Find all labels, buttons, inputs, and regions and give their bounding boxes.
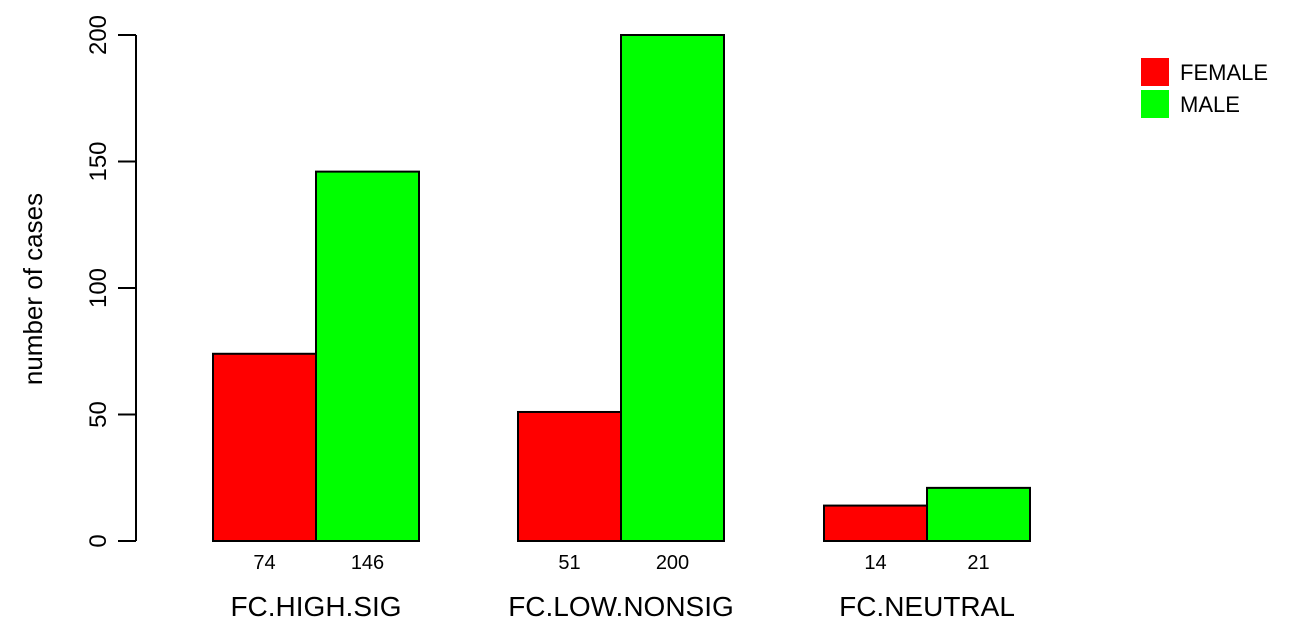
bar-male-0: [315, 170, 420, 542]
category-label: FC.NEUTRAL: [839, 591, 1015, 622]
bar-value-label: 21: [967, 552, 989, 574]
bars: [212, 34, 1031, 542]
y-tick-label: 0: [85, 534, 112, 547]
y-axis: 0 50 100 150 200: [85, 15, 137, 548]
legend-label-female: FEMALE: [1180, 60, 1268, 85]
y-tick-label: 100: [85, 268, 112, 308]
bar-male-1: [620, 34, 725, 542]
bar-value-label: 51: [558, 552, 580, 574]
legend-label-male: MALE: [1180, 92, 1240, 117]
category-label: FC.LOW.NONSIG: [508, 591, 734, 622]
legend-swatch-male: [1141, 90, 1169, 118]
bar-female-2: [823, 504, 928, 542]
category-labels: FC.HIGH.SIG FC.LOW.NONSIG FC.NEUTRAL: [230, 591, 1014, 622]
bar-male-2: [926, 486, 1031, 542]
category-label: FC.HIGH.SIG: [230, 591, 401, 622]
bar-value-label: 146: [351, 552, 384, 574]
bar-value-label: 14: [864, 552, 886, 574]
bar-value-label: 74: [253, 552, 275, 574]
y-tick-label: 200: [85, 15, 112, 55]
y-axis-label: number of cases: [18, 193, 48, 385]
bar-value-labels: 74 146 51 200 14 21: [253, 552, 989, 574]
legend-swatch-female: [1141, 58, 1169, 86]
bar-female-0: [212, 352, 317, 542]
legend: FEMALE MALE: [1141, 58, 1268, 118]
bar-value-label: 200: [656, 552, 689, 574]
y-tick-label: 150: [85, 141, 112, 181]
y-tick-label: 50: [85, 401, 112, 428]
bar-female-1: [517, 410, 622, 542]
